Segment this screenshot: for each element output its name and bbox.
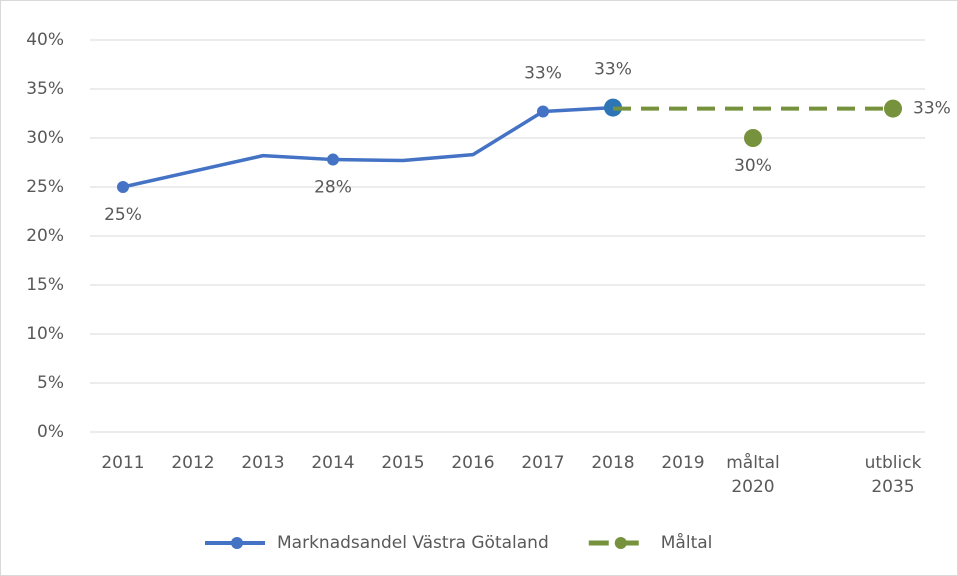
legend-label: Marknadsandel Västra Götaland	[277, 533, 549, 553]
data-label: 33%	[594, 60, 632, 80]
legend-marker	[231, 537, 243, 549]
data-label: 25%	[104, 205, 142, 225]
point-marker	[117, 181, 129, 193]
x-tick-label: utblick 2035	[865, 453, 922, 497]
data-label: 33%	[524, 64, 562, 84]
x-tick-label: 2014	[311, 453, 354, 473]
data-label: 30%	[734, 156, 772, 176]
x-tick-label: måltal 2020	[726, 452, 780, 497]
y-tick-label: 10%	[26, 324, 64, 344]
y-tick-label: 35%	[26, 79, 64, 99]
point-marker	[537, 105, 549, 118]
x-tick-label: 2013	[241, 453, 284, 473]
y-tick-label: 40%	[26, 30, 64, 50]
y-tick-label: 15%	[26, 275, 64, 295]
x-tick-label: 2018	[591, 453, 634, 473]
y-tick-label: 5%	[37, 373, 64, 393]
y-tick-label: 0%	[37, 422, 64, 442]
x-tick-label: 2016	[451, 453, 494, 473]
x-tick-label: 2011	[101, 453, 144, 473]
data-label: 28%	[314, 178, 352, 198]
data-label: 33%	[913, 99, 951, 119]
x-tick-label: 2017	[521, 453, 564, 473]
point-marker	[884, 99, 902, 118]
y-tick-label: 30%	[26, 128, 64, 148]
x-tick-label: 2015	[381, 453, 424, 473]
series-line	[122, 105, 614, 189]
y-tick-label: 25%	[26, 177, 64, 197]
x-tick-label: 2019	[661, 453, 704, 473]
legend-label: Måltal	[661, 532, 713, 553]
point-marker	[327, 153, 339, 166]
y-tick-label: 20%	[26, 226, 64, 246]
legend-marker	[614, 537, 627, 549]
point-marker	[744, 129, 762, 147]
x-tick-label: 2012	[171, 453, 214, 473]
